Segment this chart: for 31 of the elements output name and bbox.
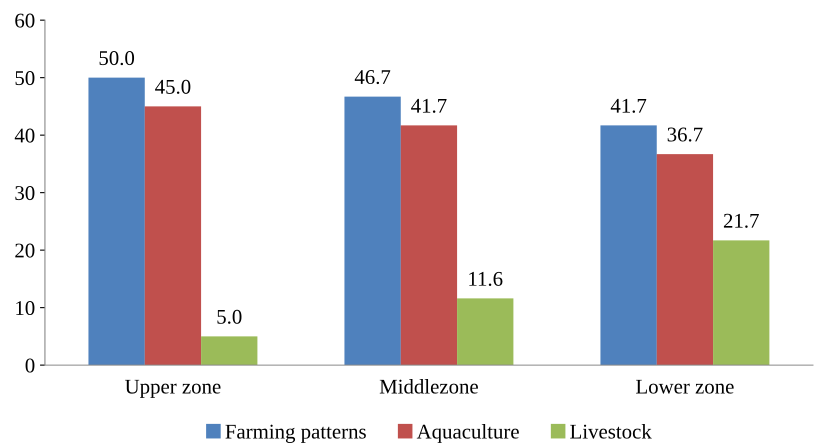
y-tick-label: 20 (15, 244, 34, 258)
data-label: 36.7 (668, 128, 703, 142)
bar (713, 240, 770, 366)
data-label: 46.7 (354, 70, 390, 84)
x-tick-label: Middlezone (380, 379, 478, 394)
bar (457, 298, 514, 366)
legend-label: Aquaculture (416, 424, 519, 443)
data-label: 45.0 (155, 80, 190, 94)
bar (144, 106, 202, 366)
y-tick-label: 40 (14, 128, 34, 143)
bar (600, 125, 657, 366)
y-tick-label: 0 (26, 358, 34, 373)
data-label: 11.6 (469, 272, 502, 286)
y-tick-label: 60 (15, 14, 34, 28)
bar (344, 96, 401, 366)
legend-label: Farming patterns (225, 424, 366, 443)
y-tick-label: 10 (16, 301, 34, 316)
bar (400, 125, 458, 366)
y-tick-label: 50 (16, 71, 34, 86)
x-tick-label: Lower zone (636, 380, 734, 394)
data-label: 5.0 (217, 310, 242, 324)
data-label: 21.7 (724, 214, 759, 228)
legend-label: Livestock (570, 424, 652, 439)
y-tick-label: 30 (15, 186, 34, 200)
data-label: 41.7 (610, 98, 646, 113)
data-label: 50.0 (100, 51, 134, 66)
bar (88, 78, 145, 366)
x-tick-label: Upper zone (125, 380, 221, 398)
bar (656, 154, 714, 366)
bar (201, 336, 258, 366)
data-label: 41.7 (411, 98, 447, 113)
